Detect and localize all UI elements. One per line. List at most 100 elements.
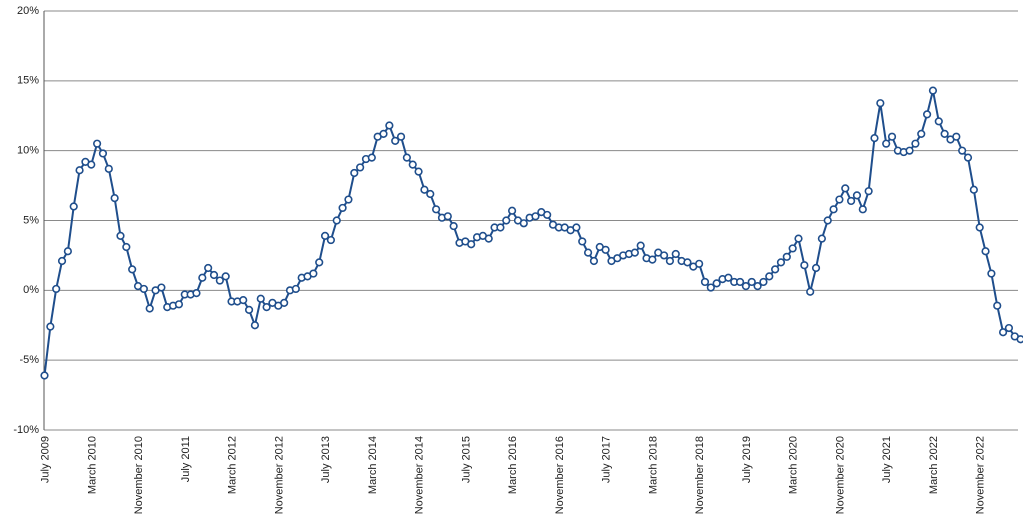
data-point — [204, 263, 213, 273]
data-point — [239, 296, 248, 305]
y-tick-label: 20% — [17, 5, 39, 17]
data-point — [209, 270, 219, 280]
data-point — [385, 121, 394, 130]
data-point — [706, 283, 715, 292]
data-point — [835, 195, 844, 204]
data-point — [408, 160, 417, 169]
data-point — [198, 273, 207, 282]
x-tick-label: November 2018 — [694, 436, 706, 514]
data-point — [320, 231, 330, 240]
data-point — [963, 153, 973, 162]
y-tick-label: 15% — [17, 75, 39, 87]
data-point — [110, 194, 119, 203]
data-point — [420, 185, 429, 194]
data-point — [315, 258, 324, 267]
x-tick-label: March 2014 — [367, 436, 379, 494]
x-tick-label: March 2022 — [928, 436, 940, 494]
x-tick-label: November 2014 — [414, 436, 426, 514]
data-point — [700, 277, 710, 287]
data-point — [841, 184, 850, 193]
data-point — [922, 110, 932, 119]
y-tick-label: -10% — [13, 424, 39, 436]
data-point — [636, 241, 645, 250]
data-point — [572, 223, 581, 232]
x-tick-label: July 2019 — [741, 436, 753, 483]
data-point — [356, 163, 365, 172]
data-point — [987, 269, 996, 278]
data-point — [338, 203, 347, 213]
data-point — [975, 223, 984, 232]
data-point — [262, 302, 271, 312]
data-point — [75, 166, 84, 175]
data-point — [402, 153, 411, 162]
data-point — [958, 146, 967, 155]
data-point — [659, 251, 669, 260]
data-point — [601, 245, 610, 254]
data-point — [806, 287, 815, 296]
data-point — [870, 133, 879, 143]
data-point — [192, 289, 201, 298]
data-point — [467, 240, 476, 249]
data-point — [887, 132, 897, 141]
x-tick-label: July 2017 — [601, 436, 613, 483]
data-point — [753, 282, 762, 291]
data-point — [695, 259, 704, 268]
data-point — [969, 185, 978, 194]
x-tick-label: March 2010 — [86, 436, 98, 494]
x-tick-label: July 2009 — [40, 436, 52, 483]
data-point — [788, 244, 797, 253]
data-point — [911, 139, 920, 148]
x-tick-label: July 2011 — [180, 436, 192, 482]
data-point — [443, 212, 452, 221]
x-tick-label: November 2016 — [554, 436, 566, 514]
data-point — [57, 256, 67, 266]
y-tick-label: 0% — [23, 284, 39, 296]
data-point — [917, 129, 926, 139]
data-point — [449, 221, 458, 231]
x-tick-label: November 2022 — [975, 436, 987, 514]
data-point — [244, 305, 254, 314]
data-point — [484, 234, 493, 243]
data-point — [350, 168, 359, 178]
data-point — [543, 210, 552, 220]
data-point — [332, 216, 341, 225]
data-point — [93, 139, 102, 148]
x-tick-label: March 2012 — [227, 436, 239, 494]
data-point — [250, 321, 260, 330]
data-point — [221, 272, 230, 281]
data-point — [852, 191, 862, 200]
data-point — [630, 248, 639, 257]
data-point — [104, 164, 113, 173]
data-point — [683, 258, 692, 267]
data-point — [589, 256, 599, 266]
x-tick-label: July 2021 — [881, 436, 893, 483]
data-point — [63, 247, 72, 256]
data-point — [128, 265, 137, 274]
x-tick-label: March 2020 — [788, 436, 800, 494]
data-point — [256, 294, 265, 303]
data-point — [776, 258, 786, 267]
data-point — [771, 265, 780, 274]
data-point — [829, 205, 838, 214]
x-tick-label: March 2016 — [507, 436, 519, 494]
data-point — [671, 249, 680, 259]
series-line — [43, 89, 1022, 376]
data-point — [432, 205, 441, 214]
data-point — [379, 129, 388, 139]
data-point — [496, 223, 505, 232]
y-tick-label: 10% — [17, 145, 39, 157]
data-point — [157, 283, 166, 292]
data-point — [882, 139, 891, 148]
data-point — [69, 202, 78, 211]
data-point — [507, 206, 517, 215]
data-point — [876, 99, 885, 108]
x-tick-label: July 2015 — [460, 436, 472, 483]
data-point — [928, 86, 938, 95]
x-tick-label: November 2010 — [133, 436, 145, 514]
data-point — [993, 301, 1002, 310]
data-point — [426, 189, 435, 199]
data-point — [741, 282, 751, 291]
data-point — [414, 167, 423, 176]
data-point — [40, 371, 49, 380]
data-point — [981, 247, 990, 256]
